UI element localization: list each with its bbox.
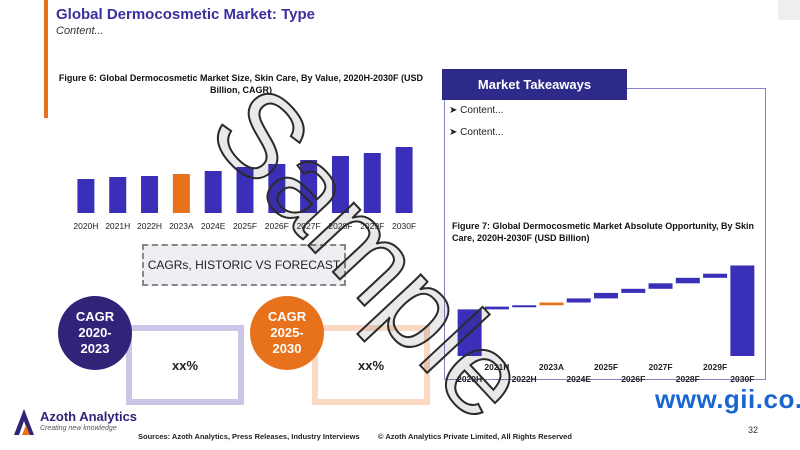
waterfall-bar-2020H bbox=[457, 309, 482, 356]
accent-bar bbox=[44, 0, 48, 118]
page-subtitle: Content... bbox=[56, 25, 104, 37]
takeaway-item: ➤ Content... bbox=[449, 127, 504, 138]
page-number: 32 bbox=[748, 425, 759, 435]
waterfall-bar-2024E bbox=[566, 298, 591, 303]
cagr-value-2: xx% bbox=[357, 357, 385, 373]
tick-label-2020H: 2020H bbox=[73, 221, 98, 231]
corner-decoration bbox=[778, 0, 800, 20]
tick-label-2026F: 2026F bbox=[265, 221, 289, 231]
waterfall-tick-2030F: 2030F bbox=[730, 374, 754, 384]
footer-sources: Sources: Azoth Analytics, Press Releases… bbox=[138, 432, 360, 441]
waterfall-tick-2028F: 2028F bbox=[676, 374, 700, 384]
logo-tagline: Creating new knowledge bbox=[40, 425, 117, 432]
waterfall-tick-2029F: 2029F bbox=[703, 362, 727, 372]
bar-2020H bbox=[77, 179, 95, 213]
waterfall-tick-2024E: 2024E bbox=[566, 374, 591, 384]
cagr-circle-2020-2023: CAGR 2020- 2023 bbox=[58, 296, 132, 370]
waterfall-bar-2022H bbox=[512, 305, 537, 308]
bar-2021H bbox=[109, 177, 127, 213]
bar-2026F bbox=[268, 164, 286, 213]
waterfall-tick-2026F: 2026F bbox=[621, 374, 645, 384]
tick-label-2023A: 2023A bbox=[169, 221, 194, 231]
waterfall-tick-2027F: 2027F bbox=[648, 362, 672, 372]
site-watermark: www.gii.co.jp bbox=[655, 384, 800, 414]
page-title: Global Dermocosmetic Market: Type bbox=[56, 6, 315, 23]
bar-2025F bbox=[236, 167, 254, 213]
tick-label-2025F: 2025F bbox=[233, 221, 257, 231]
waterfall-bar-2027F bbox=[648, 283, 673, 289]
tick-label-2027F: 2027F bbox=[297, 221, 321, 231]
tick-label-2022H: 2022H bbox=[137, 221, 162, 231]
chevron-right-icon: ➤ bbox=[449, 127, 458, 138]
company-logo: Azoth Analytics Creating new knowledge bbox=[12, 405, 137, 444]
tick-label-2029F: 2029F bbox=[360, 221, 384, 231]
azoth-logo-icon bbox=[14, 409, 34, 435]
bar-2027F bbox=[300, 160, 318, 213]
logo-name: Azoth Analytics bbox=[40, 409, 138, 424]
bar-2022H bbox=[141, 176, 159, 213]
waterfall-tick-2023A: 2023A bbox=[539, 362, 564, 372]
bar-2028F bbox=[331, 156, 349, 213]
waterfall-bar-2025F bbox=[594, 292, 618, 299]
waterfall-tick-2020H: 2020H bbox=[457, 374, 482, 384]
takeaways-panel bbox=[444, 88, 766, 380]
bar-2029F bbox=[363, 153, 381, 213]
absolute-opportunity-waterfall-chart: 2020H2021H2022H2023A2024E2025F2026F2027F… bbox=[457, 265, 755, 384]
waterfall-bar-2023A bbox=[539, 302, 564, 306]
cagr-value-box-1 bbox=[126, 325, 244, 405]
waterfall-tick-2021H: 2021H bbox=[484, 362, 509, 372]
waterfall-tick-2022H: 2022H bbox=[512, 374, 537, 384]
waterfall-bar-2029F bbox=[703, 273, 728, 278]
waterfall-bar-2030F bbox=[730, 265, 755, 356]
tick-label-2021H: 2021H bbox=[105, 221, 130, 231]
tick-label-2030F: 2030F bbox=[392, 221, 416, 231]
waterfall-bar-2021H bbox=[484, 306, 509, 310]
bar-2024E bbox=[204, 171, 222, 213]
takeaways-header: Market Takeaways bbox=[442, 69, 627, 100]
cagr-value-1: xx% bbox=[171, 357, 199, 373]
market-size-bar-chart: 2020H 2021H 2022H 2023A 2024E 2025F 2026F 2027F… bbox=[73, 147, 416, 231]
waterfall-bar-2026F bbox=[621, 288, 646, 293]
figure-6-title: Figure 6: Global Dermocosmetic Market Si… bbox=[58, 73, 424, 95]
cagr-forecast-label: CAGRs, HISTORIC VS FORECAST bbox=[142, 244, 346, 286]
tick-label-2024E: 2024E bbox=[201, 221, 226, 231]
footer-copyright: © Azoth Analytics Private Limited, All R… bbox=[378, 432, 572, 441]
bar-2023A bbox=[172, 174, 190, 213]
takeaway-item: ➤ Content... bbox=[449, 105, 504, 116]
cagr-value-box-2 bbox=[312, 325, 430, 405]
waterfall-tick-2025F: 2025F bbox=[594, 362, 618, 372]
tick-label-2028F: 2028F bbox=[328, 221, 352, 231]
waterfall-bar-2028F bbox=[675, 277, 700, 284]
cagr-circle-2025-2030: CAGR 2025- 2030 bbox=[250, 296, 324, 370]
figure-7-title: Figure 7: Global Dermocosmetic Market Ab… bbox=[452, 221, 755, 243]
bar-2030F bbox=[395, 147, 413, 213]
chevron-right-icon: ➤ bbox=[449, 105, 458, 116]
